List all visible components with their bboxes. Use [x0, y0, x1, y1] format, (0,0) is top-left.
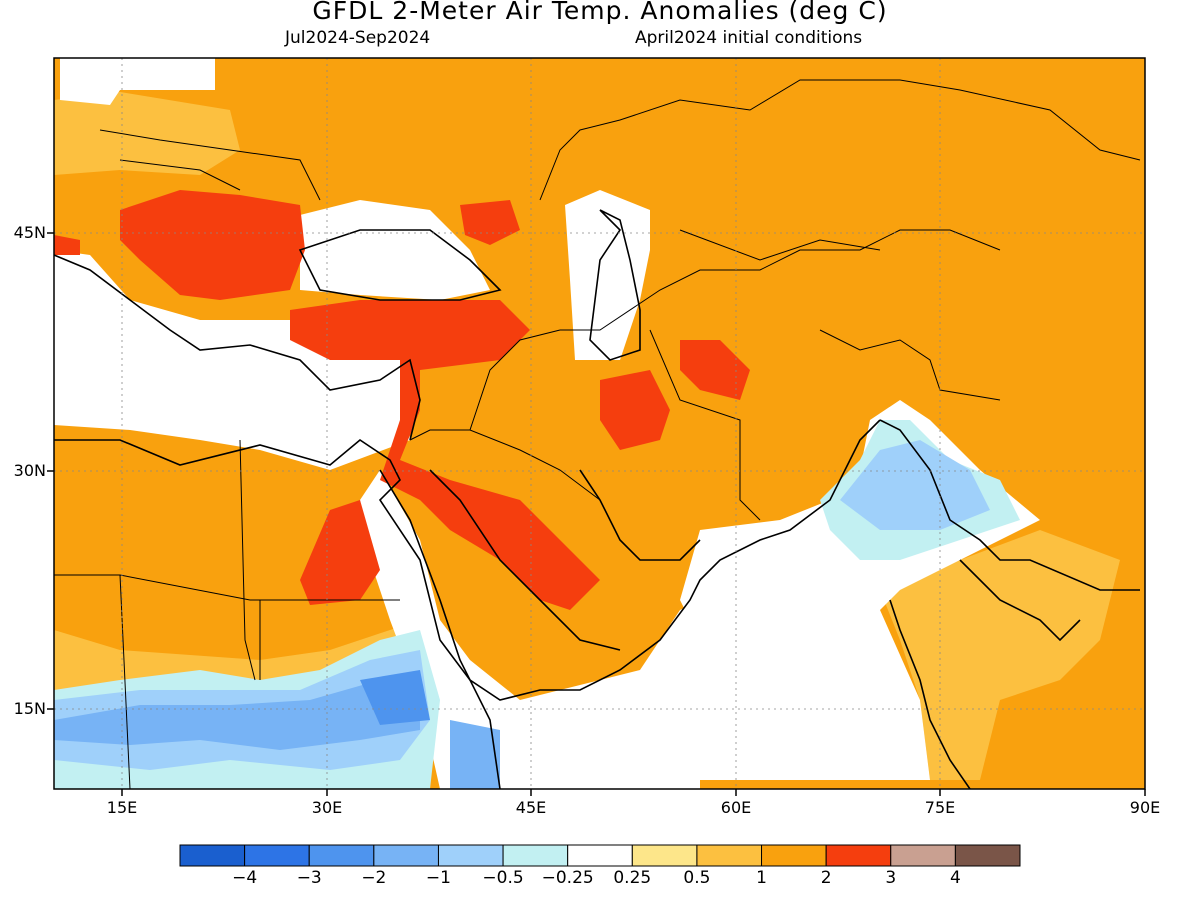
anomaly-neutral-caspian [565, 190, 650, 360]
colorbar-label: 4 [949, 868, 961, 888]
colorbar-swatch [825, 844, 892, 867]
colorbar-label: 2 [820, 868, 832, 888]
map-title: GFDL 2-Meter Air Temp. Anomalies (deg C) [312, 0, 888, 25]
colorbar-swatch [696, 844, 763, 867]
country-borders [54, 79, 1141, 789]
coastlines [54, 209, 1140, 789]
colorbar-swatch [502, 844, 569, 867]
colorbar-swatch [373, 844, 439, 867]
anomaly-warm-middle-east [290, 300, 600, 610]
colorbar-label: 3 [885, 868, 897, 888]
colorbar-swatch [244, 844, 310, 867]
anomaly-region-europe-west [54, 92, 240, 175]
colorbar-label: −4 [232, 868, 258, 888]
lon-tick-15e: 15E [106, 798, 138, 817]
colorbar-label: 0.25 [613, 868, 652, 888]
anomaly-warm-egypt [300, 500, 380, 605]
colorbar-swatch [179, 844, 246, 867]
lon-tick-60e: 60E [720, 798, 752, 817]
lat-tick-45n: 45N [13, 223, 46, 242]
lat-tick-30n: 30N [13, 461, 46, 480]
colorbar-swatch [761, 844, 827, 867]
colorbar-swatch [954, 844, 1021, 867]
axis-ticks [47, 232, 1146, 796]
anomaly-neutral-black-sea [300, 200, 490, 300]
colorbar [179, 844, 1021, 867]
forecast-period: Jul2024-Sep2024 [285, 28, 431, 48]
lon-tick-45e: 45E [515, 798, 547, 817]
anomaly-warm-balkans [120, 190, 305, 300]
colorbar-swatch [567, 844, 633, 867]
colorbar-label: −0.5 [482, 868, 524, 888]
anomaly-neutral-mediterranean [54, 250, 410, 470]
colorbar-label: −0.25 [541, 868, 594, 888]
colorbar-swatch [890, 844, 956, 867]
anomaly-field [54, 58, 1145, 789]
lon-tick-30e: 30E [311, 798, 343, 817]
lat-tick-15n: 15N [13, 699, 46, 718]
lon-tick-90e: 90E [1129, 798, 1161, 817]
colorbar-swatch [437, 844, 504, 867]
map-frame [53, 57, 1146, 790]
colorbar-label: 0.5 [683, 868, 711, 888]
initial-conditions-label: April2024 initial conditions [635, 28, 863, 48]
colorbar-label: 1 [756, 868, 767, 888]
colorbar-label: −3 [296, 868, 322, 888]
lon-tick-75e: 75E [924, 798, 956, 817]
colorbar-swatch [308, 844, 375, 867]
colorbar-swatch [631, 844, 698, 867]
graticule [54, 58, 1145, 789]
colorbar-label: −1 [425, 868, 451, 888]
colorbar-label: −2 [361, 868, 387, 888]
